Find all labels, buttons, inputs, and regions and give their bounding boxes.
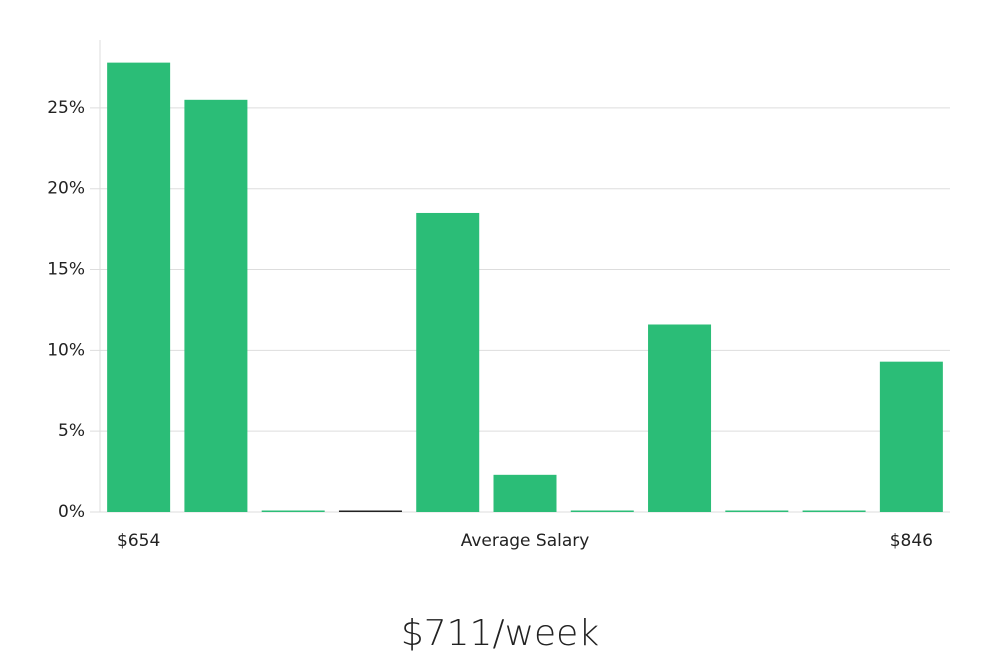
bar <box>570 510 634 512</box>
y-tick-label: 0% <box>58 502 85 522</box>
x-tick-label: $654 <box>117 531 160 551</box>
bar <box>725 510 789 512</box>
bar <box>879 361 943 512</box>
bar <box>493 474 557 512</box>
y-tick-label: 5% <box>58 421 85 441</box>
bar <box>648 324 712 512</box>
footer-value: $711/week <box>401 613 599 654</box>
bar <box>802 510 866 512</box>
x-axis-label: Average Salary <box>461 531 590 551</box>
y-tick-label: 15% <box>47 260 85 280</box>
bar <box>416 212 480 512</box>
bar <box>261 510 325 512</box>
bar <box>184 99 248 512</box>
bar <box>107 62 171 513</box>
bar <box>338 510 402 512</box>
y-tick-label: 10% <box>47 340 85 360</box>
x-tick-label: $846 <box>890 531 933 551</box>
y-tick-label: 20% <box>47 179 85 199</box>
y-tick-label: 25% <box>47 98 85 118</box>
